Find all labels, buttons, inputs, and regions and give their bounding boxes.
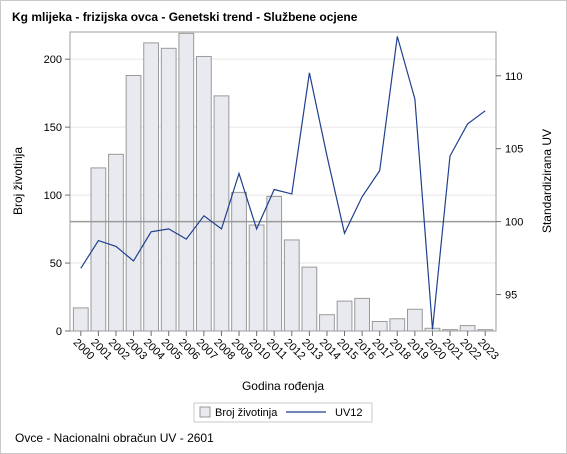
bar-2002 [108,153,124,332]
series-line-uv12 [80,36,486,330]
bar-2019 [406,308,423,332]
bar-2006 [178,32,195,332]
bar-2016 [354,297,371,332]
right-axis-tick-label: 100 [505,217,523,229]
left-axis-tick-label: 150 [44,122,62,134]
right-axis-tick-label: 95 [505,290,517,302]
bar-2010 [248,224,265,332]
bar-2011 [266,195,283,332]
left-axis-label: Broj životinja [11,147,25,215]
bar-2014 [319,314,335,332]
bar-2013 [301,266,318,332]
left-axis: 0 50 100 150 200 [44,54,70,338]
bar-2018 [389,318,406,332]
bar-2003 [125,74,142,332]
left-axis-tick-label: 100 [44,190,62,202]
legend-label-bars: Broj životinja [215,407,278,419]
bar-2017 [371,320,388,332]
legend-swatch-bars [199,406,211,418]
bar-2005 [160,47,177,332]
legend: Broj životinja UV12 [193,402,373,423]
chart-title: Kg mlijeka - frizijska ovca - Genetski t… [12,10,358,24]
plot-area-border [69,31,497,332]
right-axis-tick-label: 110 [505,71,523,83]
left-axis-tick-label: 200 [44,54,62,66]
footnote: Ovce - Nacionalni obračun UV - 2601 [15,431,214,445]
legend-border [193,402,373,423]
bar-2022 [459,325,476,332]
x-axis-label: Godina rođenja [242,379,324,393]
legend-label-line: UV12 [335,407,363,419]
left-axis-tick-label: 0 [56,326,62,338]
right-axis-label: Standardizirana UV [540,129,554,233]
bar-2012 [283,239,300,332]
bar-2004 [143,42,160,332]
bar-2007 [195,55,212,332]
bar-2009 [231,191,247,332]
x-axis: 2000200120022003200420052006200720082009… [71,331,501,362]
bar-2000 [72,307,89,332]
bar-2015 [336,300,353,332]
right-axis: 95 100 105 110 [496,71,523,302]
left-axis-tick-label: 50 [50,258,62,270]
right-axis-tick-label: 105 [505,144,523,156]
line-layer [80,36,486,330]
